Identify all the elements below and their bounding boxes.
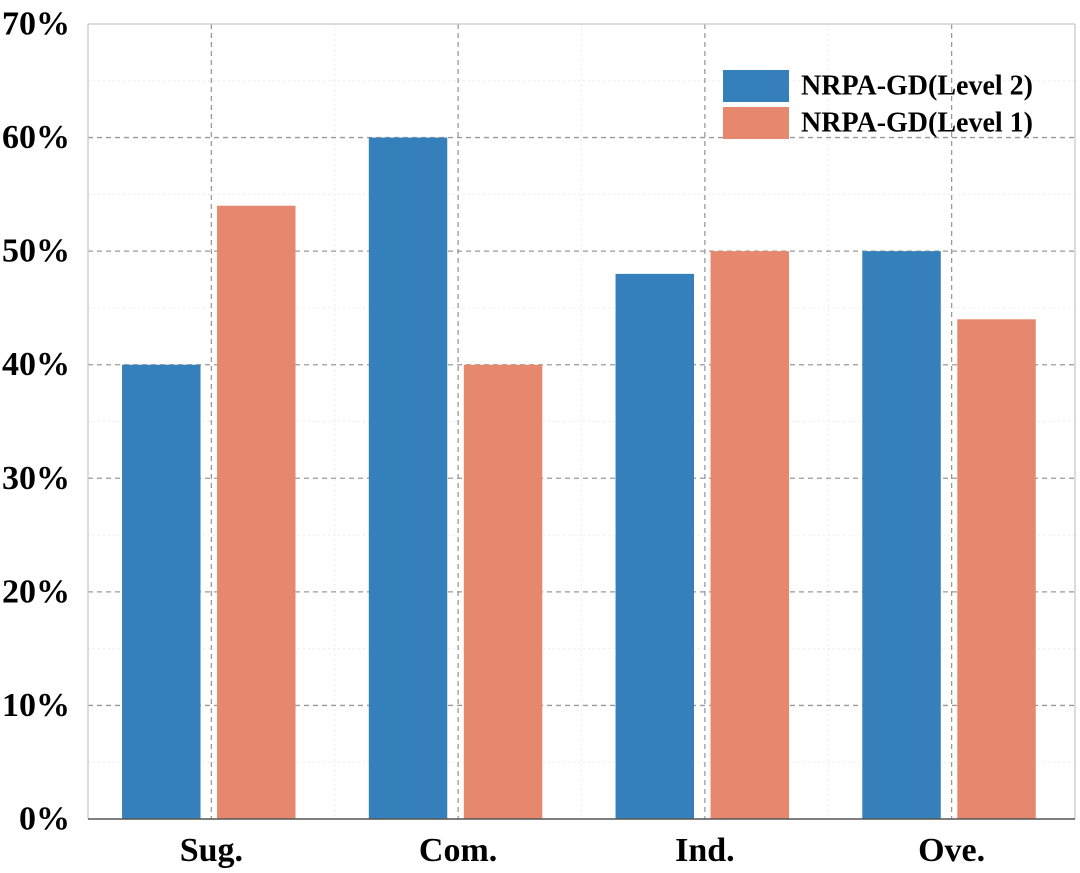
y-tick-label: 10% — [2, 687, 70, 724]
bar-level-1-ove — [957, 319, 1036, 819]
x-category-label: Ind. — [675, 832, 735, 869]
legend: NRPA-GD(Level 2) NRPA-GD(Level 1) — [723, 70, 1033, 139]
x-category-label: Ove. — [918, 832, 985, 869]
y-tick-label: 70% — [2, 6, 70, 43]
y-tick-label: 20% — [2, 573, 70, 610]
legend-label-level-1: NRPA-GD(Level 1) — [801, 108, 1033, 139]
bar-level-2-ind — [615, 273, 695, 819]
bar-level-1-sug — [217, 205, 296, 819]
x-category-labels: Sug. Com. Ind. Ove. — [180, 832, 985, 869]
y-tick-label: 40% — [2, 346, 70, 383]
y-tick-labels: 0% 10% 20% 30% 40% 50% 60% 70% — [2, 6, 70, 838]
legend-swatch-level-1 — [723, 107, 789, 139]
bar-level-2-sug — [122, 364, 201, 819]
bar-level-2-ove — [862, 251, 941, 820]
legend-label-level-2: NRPA-GD(Level 2) — [801, 71, 1033, 102]
y-tick-label: 30% — [2, 460, 70, 497]
legend-swatch-level-2 — [723, 70, 789, 102]
x-category-label: Sug. — [180, 832, 243, 869]
axes — [87, 23, 1076, 820]
y-tick-label: 60% — [2, 119, 70, 156]
bars — [122, 137, 1036, 820]
bar-level-1-com — [463, 364, 543, 819]
y-tick-label: 50% — [2, 233, 70, 270]
x-category-label: Com. — [419, 832, 497, 869]
bar-level-2-com — [368, 137, 448, 820]
bar-level-1-ind — [710, 251, 790, 820]
y-tick-label: 0% — [19, 801, 70, 838]
